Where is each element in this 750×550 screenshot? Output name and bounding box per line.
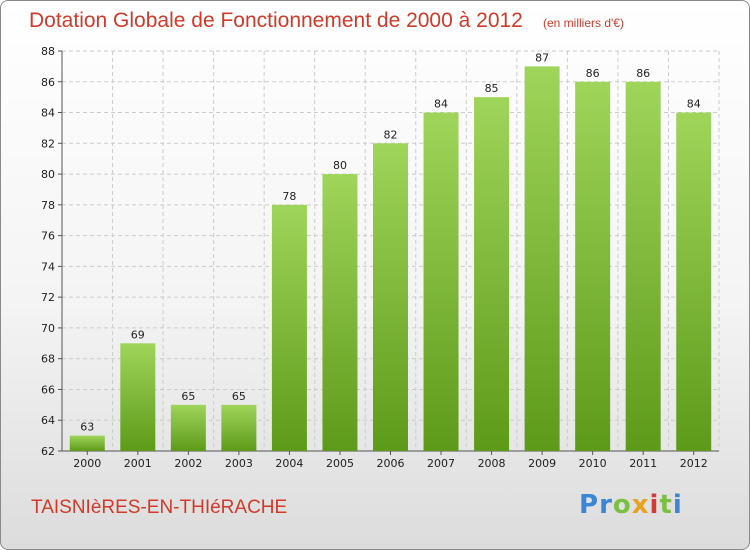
bar[interactable] [625, 81, 661, 452]
y-tick-label: 84 [41, 107, 55, 120]
bar[interactable] [423, 112, 459, 452]
y-tick-label: 80 [41, 168, 55, 181]
logo-letter: i [672, 490, 683, 520]
y-tick-label: 74 [41, 260, 55, 273]
logo-letter: o [612, 490, 632, 520]
y-tick-label: 68 [41, 353, 55, 366]
labels: 62 64 66 68 70 72 74 76 78 80 82 84 86 88 63 2000 69 2001… [41, 45, 708, 470]
bar-value-label: 69 [131, 328, 145, 341]
x-tick-label: 2005 [326, 457, 354, 470]
bar-value-label: 63 [80, 421, 94, 434]
y-tick-label: 64 [41, 414, 55, 427]
bar[interactable] [322, 174, 358, 452]
y-tick-label: 86 [41, 76, 55, 89]
commune-name: TAISNIèRES-EN-THIéRACHE [31, 497, 288, 518]
x-tick-label: 2010 [579, 457, 607, 470]
bar[interactable] [120, 343, 156, 451]
bar-value-label: 65 [232, 390, 246, 403]
x-tick-label: 2008 [478, 457, 506, 470]
bar[interactable] [69, 435, 105, 451]
y-tick-label: 88 [41, 45, 55, 58]
x-tick-label: 2007 [427, 457, 455, 470]
x-tick-label: 2003 [225, 457, 253, 470]
y-tick-label: 72 [41, 291, 55, 304]
bar-value-label: 80 [333, 159, 347, 172]
logo-letter: t [659, 490, 673, 520]
logo-letter: i [649, 490, 660, 520]
logo-letter: P [579, 490, 600, 520]
x-tick-label: 2012 [680, 457, 708, 470]
bar-value-label: 84 [687, 98, 701, 111]
x-tick-label: 2000 [73, 457, 101, 470]
chart-title: Dotation Globale de Fonctionnement de 20… [29, 9, 523, 32]
y-tick-label: 82 [41, 137, 55, 150]
bar-value-label: 82 [384, 128, 398, 141]
bar[interactable] [474, 97, 510, 452]
x-tick-label: 2006 [377, 457, 405, 470]
y-tick-label: 62 [41, 445, 55, 458]
bar-value-label: 86 [636, 67, 650, 80]
proxiti-logo[interactable]: Proxiti [579, 490, 683, 520]
bar-value-label: 84 [434, 98, 448, 111]
chart-subtitle: (en milliers d'€) [543, 16, 624, 30]
x-tick-label: 2011 [629, 457, 657, 470]
bar-value-label: 87 [535, 51, 549, 64]
logo-letter: x [631, 490, 650, 520]
bar-value-label: 65 [181, 390, 195, 403]
x-tick-label: 2002 [174, 457, 202, 470]
bar[interactable] [373, 143, 408, 452]
bar-value-label: 86 [586, 67, 600, 80]
bar-value-label: 85 [485, 82, 499, 95]
x-tick-label: 2009 [528, 457, 556, 470]
bar[interactable] [170, 404, 206, 451]
y-tick-label: 78 [41, 199, 55, 212]
bar-value-label: 78 [282, 190, 296, 203]
y-tick-label: 66 [41, 383, 55, 396]
y-tick-label: 76 [41, 230, 55, 243]
bar[interactable] [524, 66, 560, 451]
y-tick-label: 70 [41, 322, 55, 335]
logo-letter: r [599, 490, 613, 520]
bar[interactable] [221, 404, 257, 451]
x-tick-label: 2001 [124, 457, 152, 470]
bar[interactable] [676, 112, 712, 452]
bar[interactable] [575, 81, 611, 452]
bars [69, 66, 712, 452]
x-tick-label: 2004 [275, 457, 303, 470]
bar[interactable] [271, 204, 307, 451]
